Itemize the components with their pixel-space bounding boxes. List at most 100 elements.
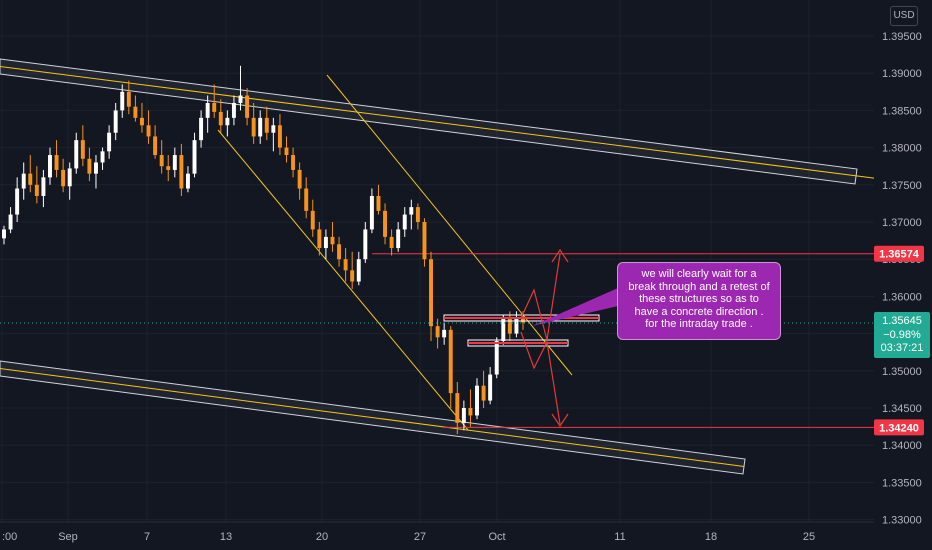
candle-up: [67, 168, 72, 187]
candle-up: [271, 125, 276, 133]
candle-down: [304, 188, 309, 211]
candle-down: [28, 173, 33, 185]
candle-down: [126, 91, 131, 107]
y-tick-label: 1.39500: [882, 31, 922, 43]
candles: [2, 65, 525, 435]
candle-down: [139, 117, 144, 126]
candle-down: [337, 244, 342, 260]
candle-down: [481, 385, 486, 401]
candle-up: [185, 173, 190, 189]
candle-down: [389, 236, 394, 249]
candle-up: [172, 155, 177, 170]
bearish-arrow-icon: [551, 413, 569, 428]
y-tick-label: 1.39000: [882, 68, 922, 80]
lower-retest-fill: [468, 342, 568, 344]
candle-down: [245, 95, 250, 118]
candle-down: [415, 207, 420, 222]
candle-up: [48, 155, 52, 178]
bar-countdown: 03:37:21: [880, 342, 924, 354]
candle-up: [2, 229, 6, 239]
candle-down: [153, 136, 158, 156]
candle-up: [199, 117, 204, 141]
bullish-arrow-icon: [551, 248, 569, 263]
candle-up: [15, 188, 20, 215]
candle-down: [87, 158, 92, 174]
candle-up: [409, 207, 414, 215]
x-tick-label: 11: [614, 531, 625, 543]
candle-down: [34, 184, 39, 196]
annotation-line: break through and a retest of: [628, 280, 770, 293]
x-tick-label: 13: [220, 531, 232, 543]
candle-up: [225, 117, 230, 126]
annotation-pointer: [532, 288, 618, 326]
price-axis-background: [874, 0, 932, 550]
drawings: [443, 248, 618, 428]
x-tick-label: 25: [803, 531, 815, 543]
candle-up: [107, 132, 112, 152]
time-axis[interactable]: :00 Sep 7 13 20 27 Oct 11 18 25: [2, 531, 815, 543]
inner-channel-upper-line: [326, 74, 573, 376]
annotation-line: we will clearly wait for a: [641, 268, 757, 280]
candle-down: [383, 210, 388, 237]
candle-down: [435, 326, 440, 338]
current-price-tag: 1.35645 −0.98% 03:37:21: [874, 312, 930, 358]
candle-down: [422, 222, 427, 260]
candle-down: [61, 169, 66, 187]
candle-down: [310, 210, 315, 230]
candle-up: [74, 140, 79, 169]
candle-up: [396, 229, 401, 249]
candle-up: [21, 173, 26, 189]
level-price-label: 1.36574: [879, 249, 920, 261]
x-tick-label: 27: [414, 531, 426, 543]
price-axis[interactable]: 1.39500 1.39000 1.38500 1.38000 1.37500 1.370…: [882, 31, 922, 527]
price-level-tags: 1.36574 1.34240: [874, 245, 924, 436]
candle-up: [494, 341, 499, 375]
annotation-callout[interactable]: we will clearly wait for a break through…: [617, 262, 781, 340]
candle-down: [507, 318, 512, 334]
x-tick-label: Oct: [488, 531, 505, 543]
x-tick-label: 18: [705, 531, 717, 543]
candle-down: [317, 229, 322, 249]
candle-up: [113, 110, 118, 133]
candle-up: [356, 259, 361, 282]
candle-down: [350, 270, 355, 282]
candle-up: [442, 329, 447, 338]
candle-up: [475, 385, 479, 416]
current-price-value: 1.35645: [882, 315, 922, 327]
candle-up: [488, 374, 493, 401]
candle-down: [429, 259, 433, 327]
candle-up: [238, 95, 243, 103]
candle-down: [284, 147, 289, 156]
candle-up: [501, 318, 506, 342]
candle-down: [218, 111, 223, 126]
candle-up: [8, 214, 13, 230]
candle-up: [100, 151, 105, 163]
candle-up: [94, 162, 98, 174]
level-price-tag: [874, 245, 924, 262]
lower-channel-midline: [0, 368, 745, 467]
candle-down: [448, 329, 453, 394]
y-tick-label: 1.37000: [882, 217, 922, 229]
inner-channel-lower-line: [217, 129, 469, 431]
candle-up: [41, 177, 46, 196]
currency-label[interactable]: USD: [890, 6, 918, 26]
y-tick-label: 1.34500: [882, 403, 922, 415]
x-tick-label: 20: [316, 531, 328, 543]
annotation-line: have a concrete direction .: [634, 305, 764, 318]
y-tick-label: 1.34000: [882, 440, 922, 452]
candle-down: [212, 102, 217, 112]
y-tick-label: 1.35000: [882, 366, 922, 378]
current-price-change: −0.98%: [883, 328, 921, 341]
bullish-scenario-path: [520, 253, 561, 341]
candle-down: [166, 166, 171, 170]
candle-up: [461, 408, 466, 423]
y-tick-label: 1.36000: [882, 291, 922, 303]
x-tick-label: Sep: [58, 531, 78, 543]
annotation-line: these structures so as to: [639, 293, 759, 305]
level-price-tag: [874, 419, 924, 436]
candle-up: [231, 102, 236, 118]
y-tick-label: 1.38500: [882, 105, 922, 117]
candle-up: [514, 318, 519, 334]
candle-down: [264, 117, 269, 133]
